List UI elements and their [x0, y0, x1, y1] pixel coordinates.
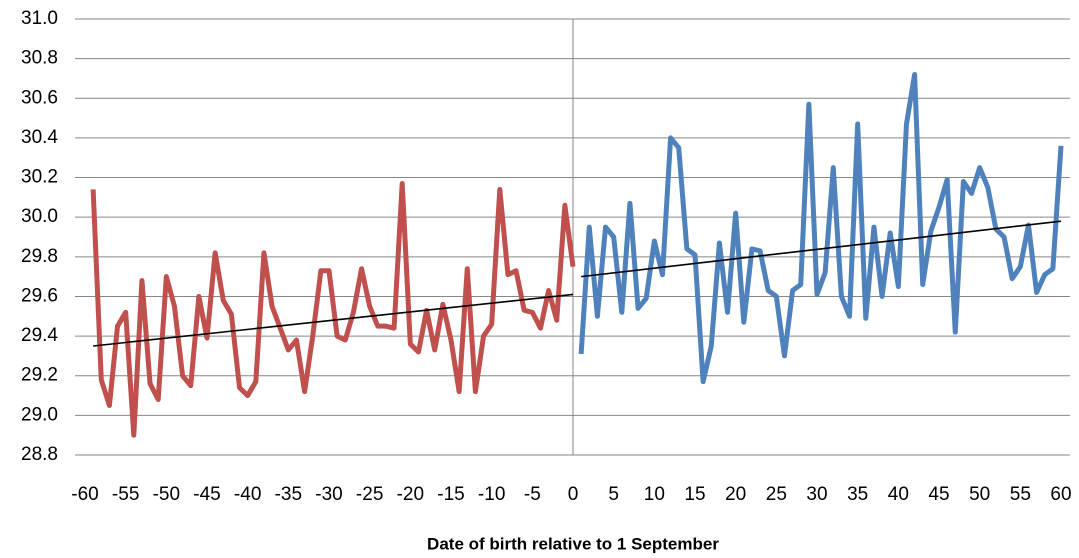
y-tick-label: 30.4 [21, 127, 58, 148]
trend-line [581, 220, 1062, 278]
x-tick-label: -40 [234, 484, 261, 505]
trend-line [93, 293, 574, 347]
x-tick-label: 25 [766, 484, 787, 505]
x-tick-label: 60 [1050, 484, 1071, 505]
x-tick-label: 10 [644, 484, 665, 505]
x-tick-label: -5 [524, 484, 541, 505]
x-tick-label: 45 [928, 484, 949, 505]
x-tick-label: 30 [806, 484, 827, 505]
x-tick-label: 50 [969, 484, 990, 505]
y-tick-label: 29.0 [21, 404, 58, 425]
x-axis-label: Date of birth relative to 1 September [427, 534, 719, 553]
y-tick-label: 28.8 [21, 444, 58, 465]
x-tick-label: 5 [608, 484, 619, 505]
x-tick-label: -50 [153, 484, 180, 505]
x-tick-label: 0 [568, 484, 579, 505]
y-tick-label: 30.0 [21, 206, 58, 227]
y-tick-label: 30.8 [21, 48, 58, 69]
x-tick-label: 35 [847, 484, 868, 505]
x-tick-label: 15 [684, 484, 705, 505]
x-tick-label: -30 [315, 484, 342, 505]
y-tick-label: 29.8 [21, 246, 58, 267]
y-tick-label: 30.6 [21, 87, 58, 108]
x-tick-label: -15 [437, 484, 464, 505]
y-tick-label: 31.0 [21, 8, 58, 29]
x-tick-label: -20 [397, 484, 424, 505]
data-line [90, 180, 576, 438]
x-tick-label: -10 [478, 484, 505, 505]
x-tick-label: 40 [888, 484, 909, 505]
x-tick-label: 20 [725, 484, 746, 505]
y-tick-label: 30.2 [21, 167, 58, 188]
x-tick-label: -45 [193, 484, 220, 505]
x-tick-label: 55 [1010, 484, 1031, 505]
y-tick-label: 29.6 [21, 285, 58, 306]
x-tick-label: -35 [275, 484, 302, 505]
y-tick-label: 29.2 [21, 365, 58, 386]
x-tick-label: -25 [356, 484, 383, 505]
x-tick-label: -60 [71, 484, 98, 505]
y-tick-label: 29.4 [21, 325, 58, 346]
x-tick-label: -55 [112, 484, 139, 505]
data-line [578, 71, 1064, 385]
